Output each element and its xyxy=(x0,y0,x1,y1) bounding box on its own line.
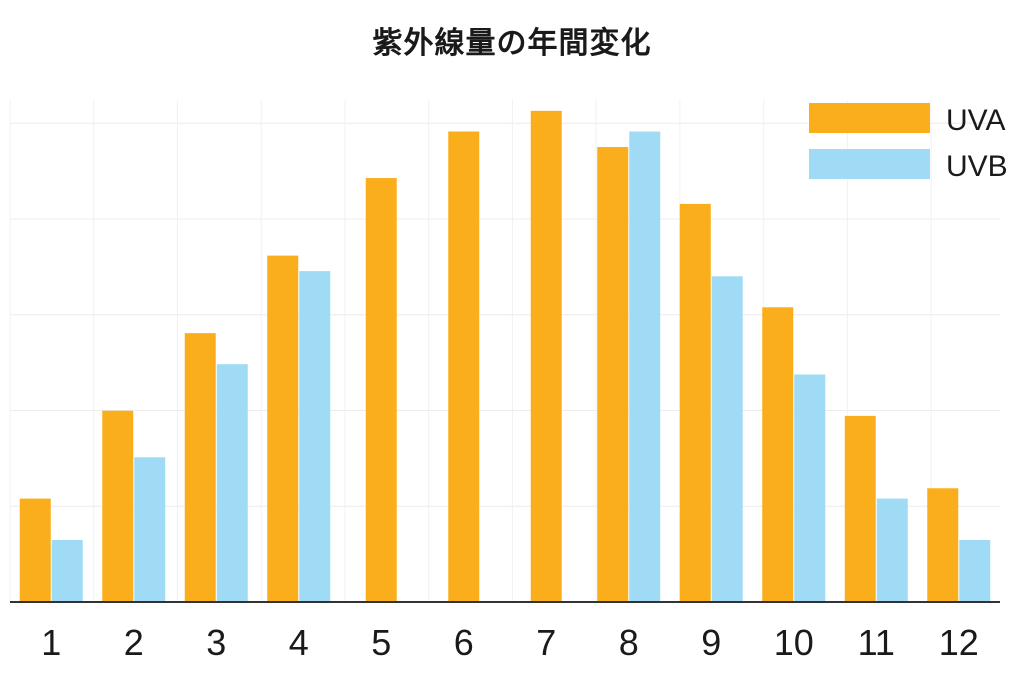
bar-uvb-12 xyxy=(959,539,991,602)
x-tick-label: 5 xyxy=(371,622,391,663)
legend-swatch-uvb xyxy=(809,149,930,179)
x-tick-label: 2 xyxy=(124,622,144,663)
bar-uvb-11 xyxy=(876,498,908,602)
bar-uva-1 xyxy=(19,498,51,602)
bar-uva-6 xyxy=(448,131,480,602)
bar-uvb-2 xyxy=(134,457,166,602)
x-tick-label: 4 xyxy=(289,622,309,663)
bar-uva-4 xyxy=(267,255,299,603)
legend-label-uvb: UVB xyxy=(946,150,1008,183)
bar-uvb-10 xyxy=(794,374,826,602)
legend: UVA UVB xyxy=(809,103,1008,183)
bar-uva-11 xyxy=(844,415,876,602)
chart-title: 紫外線量の年間変化 xyxy=(372,26,652,61)
bar-uvb-8 xyxy=(629,131,661,602)
bar-uvb-4 xyxy=(299,271,331,602)
x-tick-label: 10 xyxy=(774,622,814,663)
x-tick-label: 3 xyxy=(206,622,226,663)
bar-uva-10 xyxy=(762,307,794,602)
x-tick-labels: 1 2 3 4 5 6 7 8 9 10 11 12 xyxy=(41,622,979,663)
legend-swatch-uva xyxy=(809,103,930,133)
bar-uvb-1 xyxy=(51,539,83,602)
x-tick-label: 7 xyxy=(536,622,556,663)
x-tick-label: 11 xyxy=(858,622,895,663)
bar-layer xyxy=(19,110,991,603)
bar-uva-7 xyxy=(530,110,562,602)
bar-uva-3 xyxy=(184,333,216,602)
bar-uva-2 xyxy=(102,410,134,602)
x-tick-label: 6 xyxy=(454,622,474,663)
x-tick-label: 9 xyxy=(701,622,721,663)
bar-uva-5 xyxy=(365,178,397,602)
x-tick-label: 8 xyxy=(619,622,639,663)
legend-label-uva: UVA xyxy=(946,104,1005,137)
x-tick-label: 12 xyxy=(939,622,979,663)
x-tick-label: 1 xyxy=(41,622,61,663)
bar-uva-8 xyxy=(597,147,629,603)
bar-uva-9 xyxy=(679,203,711,602)
bar-uvb-3 xyxy=(216,364,248,602)
bar-uva-12 xyxy=(927,488,959,602)
bar-uvb-9 xyxy=(711,276,743,602)
